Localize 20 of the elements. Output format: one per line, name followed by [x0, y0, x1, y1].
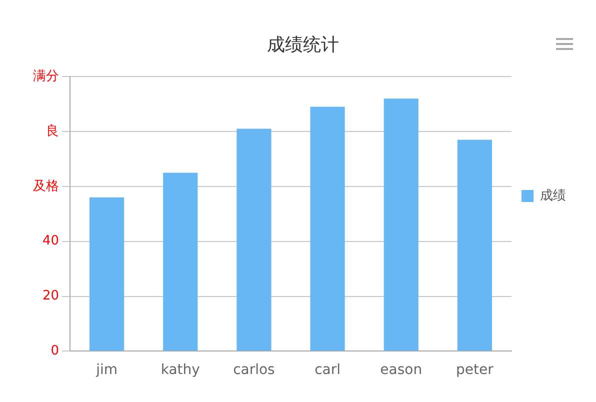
chart-title: 成绩统计: [267, 34, 339, 56]
bar: [163, 172, 198, 351]
y-tick-label: 良: [46, 124, 59, 139]
y-tick-label: 40: [42, 234, 59, 249]
y-tick-label: 满分: [33, 68, 59, 84]
x-tick-label: jim: [95, 362, 118, 378]
bar: [90, 197, 124, 351]
y-tick-label: 20: [42, 288, 59, 304]
x-tick-label: carl: [314, 362, 341, 378]
y-tick-label: 及格: [33, 178, 59, 194]
x-tick-label: eason: [380, 362, 422, 378]
bar: [310, 106, 345, 351]
bar: [236, 128, 272, 351]
x-tick-label: kathy: [160, 362, 200, 378]
bar: [457, 140, 492, 351]
x-tick-label: peter: [456, 362, 494, 378]
x-tick-label: carlos: [233, 362, 275, 378]
bar: [384, 98, 418, 351]
legend-label: 成绩: [540, 188, 566, 204]
y-tick-label: 0: [50, 344, 59, 359]
